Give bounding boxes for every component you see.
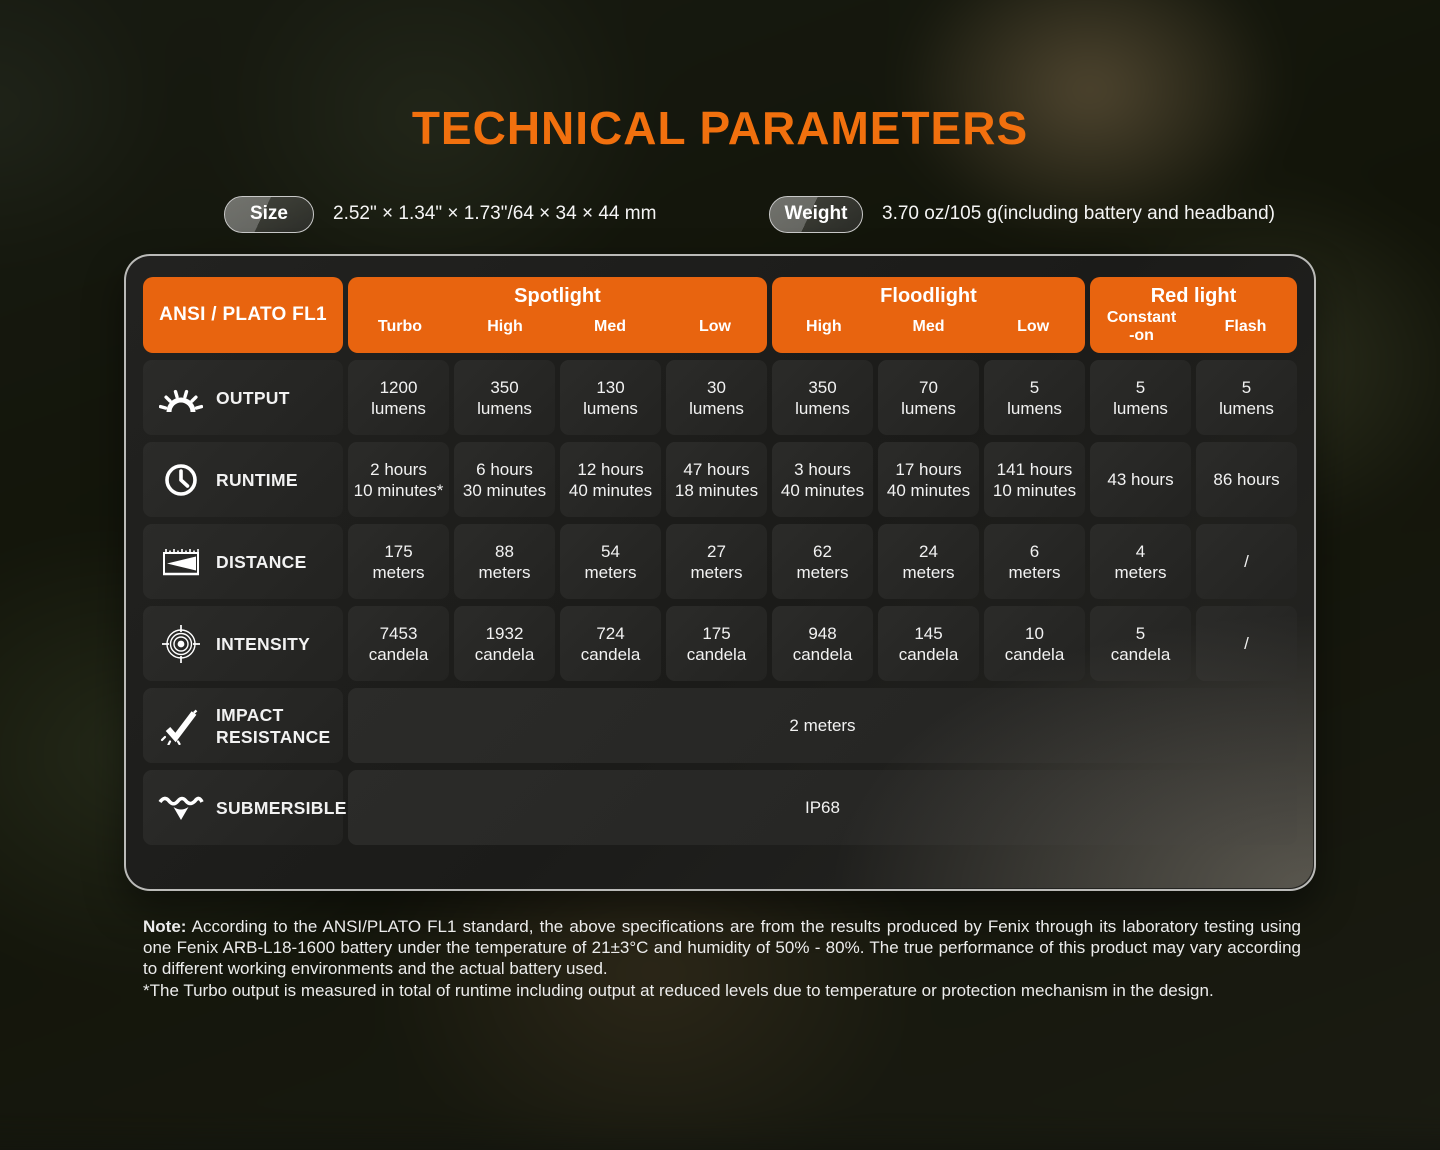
group-title: Red light [1150,285,1237,307]
value-cell: 350 lumens [454,360,555,435]
size-value: 2.52" × 1.34" × 1.73"/64 × 34 × 44 mm [333,203,657,224]
value-cell: 350 lumens [772,360,873,435]
size-spec: Size 2.52" × 1.34" × 1.73"/64 × 34 × 44 … [224,195,656,233]
value-cell: 5 lumens [1090,360,1191,435]
value-cell: 130 lumens [560,360,661,435]
mode-label: Constant -on [1106,308,1177,344]
mode-label: Flash [1224,317,1267,335]
value-cell: 12 hours 40 minutes [560,442,661,517]
value-cell-span: 2 meters [348,688,1297,763]
value-cell: / [1196,524,1297,599]
value-cell: 43 hours [1090,442,1191,517]
value-cell: 1932 candela [454,606,555,681]
value-cell: 7453 candela [348,606,449,681]
spec-table-panel: ANSI / PLATO FL1 Spotlight Turbo High Med Low… [124,254,1316,891]
value-cell: 24 meters [878,524,979,599]
value-cell: 948 candela [772,606,873,681]
value-cell: 141 hours 10 minutes [984,442,1085,517]
weight-value: 3.70 oz/105 g(including battery and head… [882,203,1275,224]
value-cell: 54 meters [560,524,661,599]
value-cell: 70 lumens [878,360,979,435]
value-cell: 5 candela [1090,606,1191,681]
mode-label: Med [912,317,945,335]
mode-label: Med [594,317,626,335]
row-label-text: OUTPUT [216,387,290,408]
value-cell: 5 lumens [1196,360,1297,435]
note: Note: According to the ANSI/PLATO FL1 st… [143,916,1301,1001]
row-label-text: DISTANCE [216,551,307,572]
weight-pill-label: Weight [784,203,848,224]
group-title: Spotlight [514,285,601,307]
row-label-text: SUBMERSIBLE [216,797,347,818]
note-label: Note: [143,917,187,936]
group-mode-labels: High Med Low [774,308,1083,345]
note-body: According to the ANSI/PLATO FL1 standard… [143,917,1301,978]
value-cell: 17 hours 40 minutes [878,442,979,517]
value-cell: 62 meters [772,524,873,599]
group-header-floodlight: Floodlight High Med Low [772,277,1085,353]
value-cell: 86 hours [1196,442,1297,517]
row-label-distance: DISTANCE [143,524,343,599]
group-mode-labels: Constant -on Flash [1092,308,1295,345]
value-cell: 30 lumens [666,360,767,435]
distance-icon [155,547,207,577]
row-label-text: RUNTIME [216,469,298,490]
mode-label: Low [699,317,731,335]
group-header-spotlight: Spotlight Turbo High Med Low [348,277,767,353]
submersible-icon [155,792,207,824]
value-cell: 27 meters [666,524,767,599]
mode-label: Turbo [377,317,423,335]
value-cell: / [1196,606,1297,681]
mode-label: High [806,317,842,335]
weight-spec: Weight 3.70 oz/105 g(including battery a… [769,195,1275,233]
row-label-intensity: INTENSITY [143,606,343,681]
weight-pill: Weight [769,195,863,233]
runtime-icon [155,462,207,498]
row-label-text: IMPACT RESISTANCE [216,704,331,747]
value-cell: 3 hours 40 minutes [772,442,873,517]
mode-label: Low [1017,317,1050,335]
value-cell: 5 lumens [984,360,1085,435]
mode-label: High [487,317,523,335]
note-footnote: *The Turbo output is measured in total o… [143,981,1214,1000]
row-label-text: INTENSITY [216,633,311,654]
intensity-icon [155,624,207,664]
value-cell: 145 candela [878,606,979,681]
value-cell: 6 hours 30 minutes [454,442,555,517]
size-pill-label: Size [249,203,289,224]
page-content: TECHNICAL PARAMETERS Size 2.52" × 1.34" … [0,102,1440,1001]
value-cell: 47 hours 18 minutes [666,442,767,517]
value-cell: 10 candela [984,606,1085,681]
spec-row: Size 2.52" × 1.34" × 1.73"/64 × 34 × 44 … [0,195,1440,233]
value-cell: 1200 lumens [348,360,449,435]
value-cell: 4 meters [1090,524,1191,599]
row-label-output: OUTPUT [143,360,343,435]
note-paragraph: Note: According to the ANSI/PLATO FL1 st… [143,916,1301,979]
table-corner-ansi-plato-fl1: ANSI / PLATO FL1 [143,277,343,353]
output-icon [155,381,207,415]
value-cell: 724 candela [560,606,661,681]
row-label-runtime: RUNTIME [143,442,343,517]
page-title: TECHNICAL PARAMETERS [411,102,1029,154]
value-cell: 175 candela [666,606,767,681]
impact-resistance-icon [155,707,207,745]
row-label-submersible: SUBMERSIBLE [143,770,346,845]
value-cell-span: IP68 [348,770,1297,845]
value-cell: 2 hours 10 minutes* [348,442,449,517]
group-mode-labels: Turbo High Med Low [350,308,765,345]
spec-table: ANSI / PLATO FL1 Spotlight Turbo High Med Low… [143,277,1297,845]
value-cell: 88 meters [454,524,555,599]
value-cell: 6 meters [984,524,1085,599]
row-label-impact-resistance: IMPACT RESISTANCE [143,688,343,763]
group-header-red-light: Red light Constant -on Flash [1090,277,1297,353]
size-pill: Size [224,195,314,233]
value-cell: 175 meters [348,524,449,599]
group-title: Floodlight [880,285,977,307]
